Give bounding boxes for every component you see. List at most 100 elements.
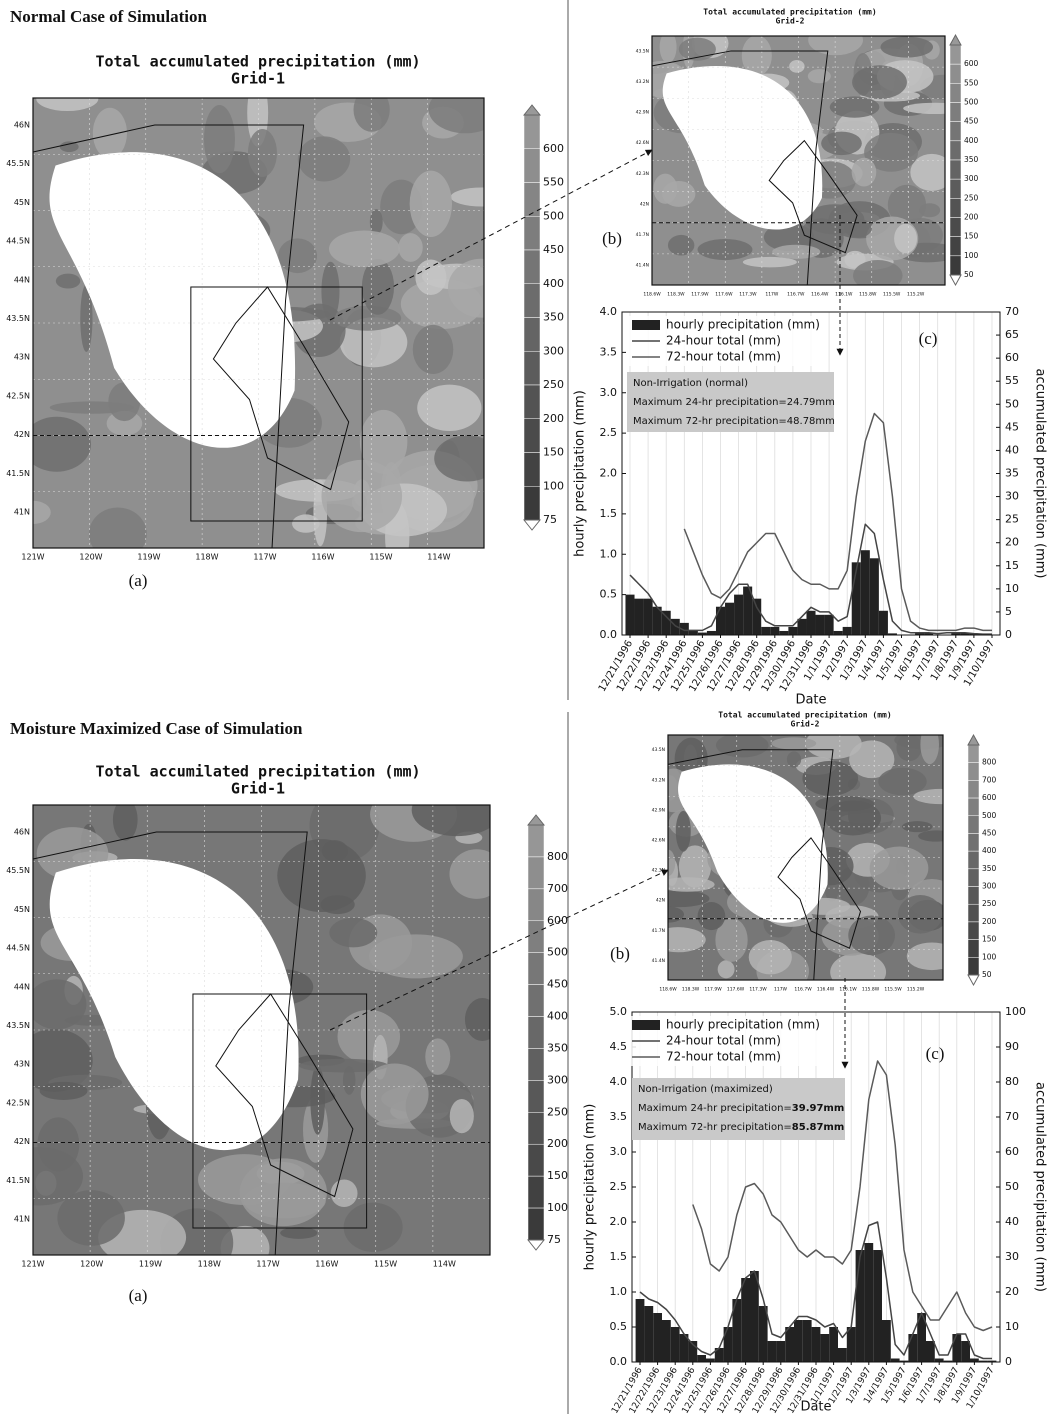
- map-x-label: 116W: [315, 1260, 338, 1269]
- map-y-label: 43N: [14, 1060, 30, 1069]
- y-tick-label: 1.0: [610, 1285, 628, 1298]
- map-x-label: 117.9W: [691, 292, 709, 298]
- dry-region: [662, 65, 823, 230]
- colorbar-label: 100: [547, 1201, 568, 1214]
- contour-blob: [330, 1179, 358, 1208]
- colorbar-label: 200: [543, 412, 564, 425]
- contour-blob: [825, 800, 882, 836]
- y2-tick-label: 55: [1005, 374, 1019, 387]
- colorbar-label: 350: [543, 311, 564, 324]
- y2-tick-label: 0: [1005, 628, 1012, 641]
- contour-blob: [667, 234, 695, 256]
- contour-blob: [447, 258, 484, 318]
- y2-tick-label: 40: [1005, 1215, 1019, 1228]
- contour-blob: [411, 805, 490, 837]
- y2-tick-label: 15: [1005, 559, 1019, 572]
- map-x-label: 116.4W: [811, 292, 829, 298]
- bar: [758, 1306, 768, 1362]
- bar: [833, 630, 843, 635]
- colorbar-label: 400: [964, 136, 979, 145]
- contour-blob: [678, 37, 716, 61]
- map-y-label: 43.2N: [652, 777, 665, 783]
- map-y-label: 42N: [656, 898, 665, 904]
- colorbar-band: [527, 856, 545, 890]
- map-y-label: 42N: [14, 1137, 30, 1146]
- basin: [777, 837, 862, 949]
- colorbar-cap: [522, 104, 542, 116]
- map-x-label: 118.3W: [682, 987, 700, 993]
- colorbar-label: 500: [982, 811, 997, 820]
- contour-blob: [805, 735, 862, 760]
- y2-tick-label: 20: [1005, 536, 1019, 549]
- contour-blob: [717, 960, 735, 979]
- colorbar-label: 75: [543, 513, 557, 526]
- colorbar-label: 600: [964, 59, 979, 68]
- contour-blob: [897, 895, 943, 934]
- contour-blob: [830, 953, 887, 980]
- contour-blob: [280, 1227, 318, 1239]
- bar: [706, 630, 716, 635]
- colorbar-label: 300: [547, 1073, 568, 1086]
- colorbar-label: 100: [982, 952, 997, 961]
- bar: [714, 1348, 724, 1362]
- map-y-label: 45N: [14, 198, 30, 207]
- contour-blob: [807, 69, 831, 84]
- contour-blob: [33, 979, 87, 1030]
- colorbar-band: [523, 418, 541, 453]
- colorbar-band: [967, 833, 980, 852]
- colorbar-label: 400: [982, 846, 997, 855]
- contour-blob: [741, 36, 772, 77]
- map-x-label: 115.5W: [883, 292, 901, 298]
- map-x-label: 115.8W: [859, 292, 877, 298]
- bar: [917, 1313, 926, 1362]
- bar: [842, 626, 852, 635]
- map-x-label: 116.7W: [794, 987, 812, 993]
- map-subtitle: Grid-1: [231, 780, 285, 798]
- map-title: Total accumulated precipitation (mm): [718, 710, 891, 720]
- zoom-box: [192, 993, 368, 1229]
- map-x-label: 114W: [427, 553, 450, 562]
- contour-blob: [36, 98, 99, 111]
- bar: [869, 558, 879, 635]
- contour-blob: [239, 1158, 327, 1227]
- contour-blob: [277, 839, 366, 913]
- contour-blob: [112, 805, 138, 841]
- annotation: Maximum 72-hr precipitation=85.87mm: [638, 1122, 844, 1133]
- contour-blob: [821, 131, 862, 156]
- bar: [779, 630, 789, 635]
- colorbar-label: 300: [964, 174, 979, 183]
- colorbar-label: 150: [964, 232, 979, 241]
- bar: [794, 1320, 803, 1362]
- map-title: Total accumulated precipitation (mm): [703, 7, 876, 17]
- contour-blob: [434, 435, 484, 482]
- map-frame: [32, 804, 491, 1256]
- contour-blob: [39, 1081, 88, 1101]
- dry-region: [49, 152, 296, 448]
- map-x-label: 115.5W: [884, 987, 902, 993]
- contour-blob: [247, 128, 277, 177]
- map-y-label: 42.5N: [6, 391, 30, 400]
- map-x-label: 120W: [79, 553, 102, 562]
- contour-blob: [321, 261, 340, 321]
- bar: [864, 1243, 874, 1362]
- annotation-text: Maximum 24-hr precipitation=: [638, 1103, 792, 1114]
- y-tick-label: 0.5: [600, 588, 618, 601]
- y2-tick-label: 80: [1005, 1075, 1019, 1088]
- y2-tick-label: 50: [1005, 397, 1019, 410]
- colorbar-cap: [949, 33, 962, 46]
- colorbar-label: 400: [543, 277, 564, 290]
- contour-blob: [57, 1190, 125, 1246]
- map-y-label: 44.5N: [6, 944, 30, 953]
- bar: [924, 632, 934, 635]
- bar: [625, 594, 635, 635]
- contour-blob: [278, 238, 318, 274]
- bar: [715, 606, 726, 635]
- map-x-label: 117W: [774, 987, 788, 993]
- map-x-label: 117.6W: [715, 292, 733, 298]
- colorbar-band: [523, 351, 541, 386]
- colorbar-band: [527, 888, 545, 922]
- colorbar-band: [967, 797, 980, 817]
- y2-tick-label: 10: [1005, 582, 1019, 595]
- map-y-label: 41.4N: [652, 958, 665, 964]
- contour-blob: [878, 767, 927, 796]
